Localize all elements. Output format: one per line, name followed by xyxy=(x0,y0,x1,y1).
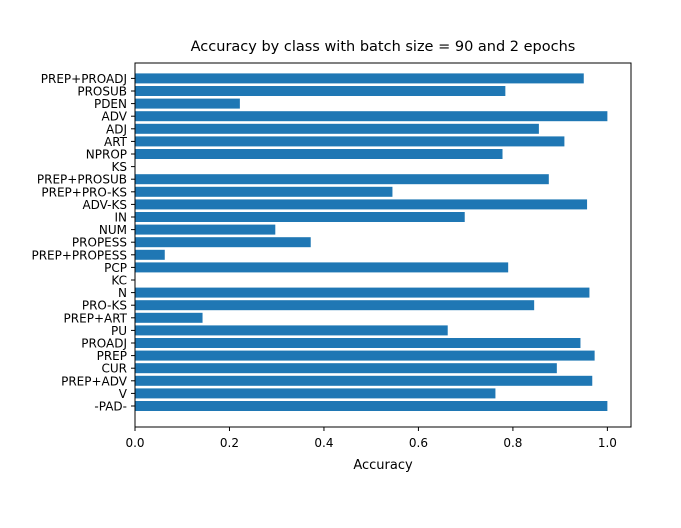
bar-n xyxy=(135,287,590,298)
y-tick-label: IN xyxy=(114,211,127,225)
y-tick-label: ADJ xyxy=(106,122,127,136)
bar-propess xyxy=(135,237,311,248)
y-tick-label: PREP xyxy=(97,349,127,363)
bar-num xyxy=(135,224,276,235)
x-axis-label: Accuracy xyxy=(353,458,413,473)
x-tick-label: 0.6 xyxy=(409,436,428,450)
bar-pu xyxy=(135,325,448,336)
y-tick-label: PU xyxy=(111,324,127,338)
y-tick-label: CUR xyxy=(102,362,128,376)
bar-prosub xyxy=(135,86,506,96)
bar-v xyxy=(135,388,496,399)
y-tick-label: NUM xyxy=(99,223,127,237)
y-tick-label: V xyxy=(119,387,128,401)
y-tick-label: ART xyxy=(104,135,128,149)
x-axis-ticks: 0.0 0.2 0.4 0.6 0.8 1.0 xyxy=(125,427,617,450)
y-tick-label: PROPESS xyxy=(72,236,127,250)
bar-pden xyxy=(135,98,240,109)
bar-proadj xyxy=(135,338,581,348)
bar-in xyxy=(135,212,465,222)
y-tick-label: PROADJ xyxy=(81,337,127,351)
bar-adv xyxy=(135,111,608,122)
bar-prep-prosub xyxy=(135,174,549,185)
y-tick-label: PREP+PROADJ xyxy=(41,72,127,86)
bar-prep-proadj xyxy=(135,73,584,84)
bar-prep-adv xyxy=(135,375,593,386)
x-tick-label: 0.0 xyxy=(125,436,144,450)
bar-art xyxy=(135,136,565,147)
y-tick-label: ADV-KS xyxy=(82,198,127,212)
bar-pcp xyxy=(135,262,509,273)
bar-cur xyxy=(135,363,557,374)
y-tick-label: PDEN xyxy=(94,97,127,111)
bar-adj xyxy=(135,123,539,134)
y-tick-label: NPROP xyxy=(86,148,127,162)
bars-group xyxy=(135,73,608,411)
y-tick-label: ADV xyxy=(102,110,128,124)
y-tick-label: KC xyxy=(111,274,127,288)
y-tick-label: PRO-KS xyxy=(82,299,127,313)
x-tick-label: 0.2 xyxy=(220,436,239,450)
plot-frame xyxy=(134,62,632,428)
chart-title: Accuracy by class with batch size = 90 a… xyxy=(191,39,576,55)
x-tick-label: 0.4 xyxy=(314,436,333,450)
bar-pad xyxy=(135,401,608,411)
y-axis-ticks: -PAD-VPREP+ADVCURPREPPROADJPUPREP+ARTPRO… xyxy=(31,72,135,414)
bar-pro-ks xyxy=(135,300,535,311)
x-tick-label: 0.8 xyxy=(503,436,522,450)
y-tick-label: PREP+PROSUB xyxy=(37,173,127,187)
x-tick-label: 1.0 xyxy=(598,436,617,450)
bar-prep xyxy=(135,350,595,361)
y-tick-label: N xyxy=(118,286,127,300)
y-tick-label: PREP+ART xyxy=(64,311,128,325)
bar-prep-art xyxy=(135,312,203,323)
bar-prep-propess xyxy=(135,249,165,260)
y-tick-label: PREP+PROPESS xyxy=(31,248,127,262)
y-tick-label: PREP+ADV xyxy=(61,374,128,388)
bar-adv-ks xyxy=(135,199,588,210)
bar-nprop xyxy=(135,149,503,159)
y-tick-label: PREP+PRO-KS xyxy=(41,185,127,199)
y-tick-label: PCP xyxy=(104,261,127,275)
bar-prep-pro-ks xyxy=(135,186,393,197)
y-tick-label: PROSUB xyxy=(77,85,127,99)
y-tick-label: -PAD- xyxy=(94,400,127,414)
y-tick-label: KS xyxy=(112,160,128,174)
